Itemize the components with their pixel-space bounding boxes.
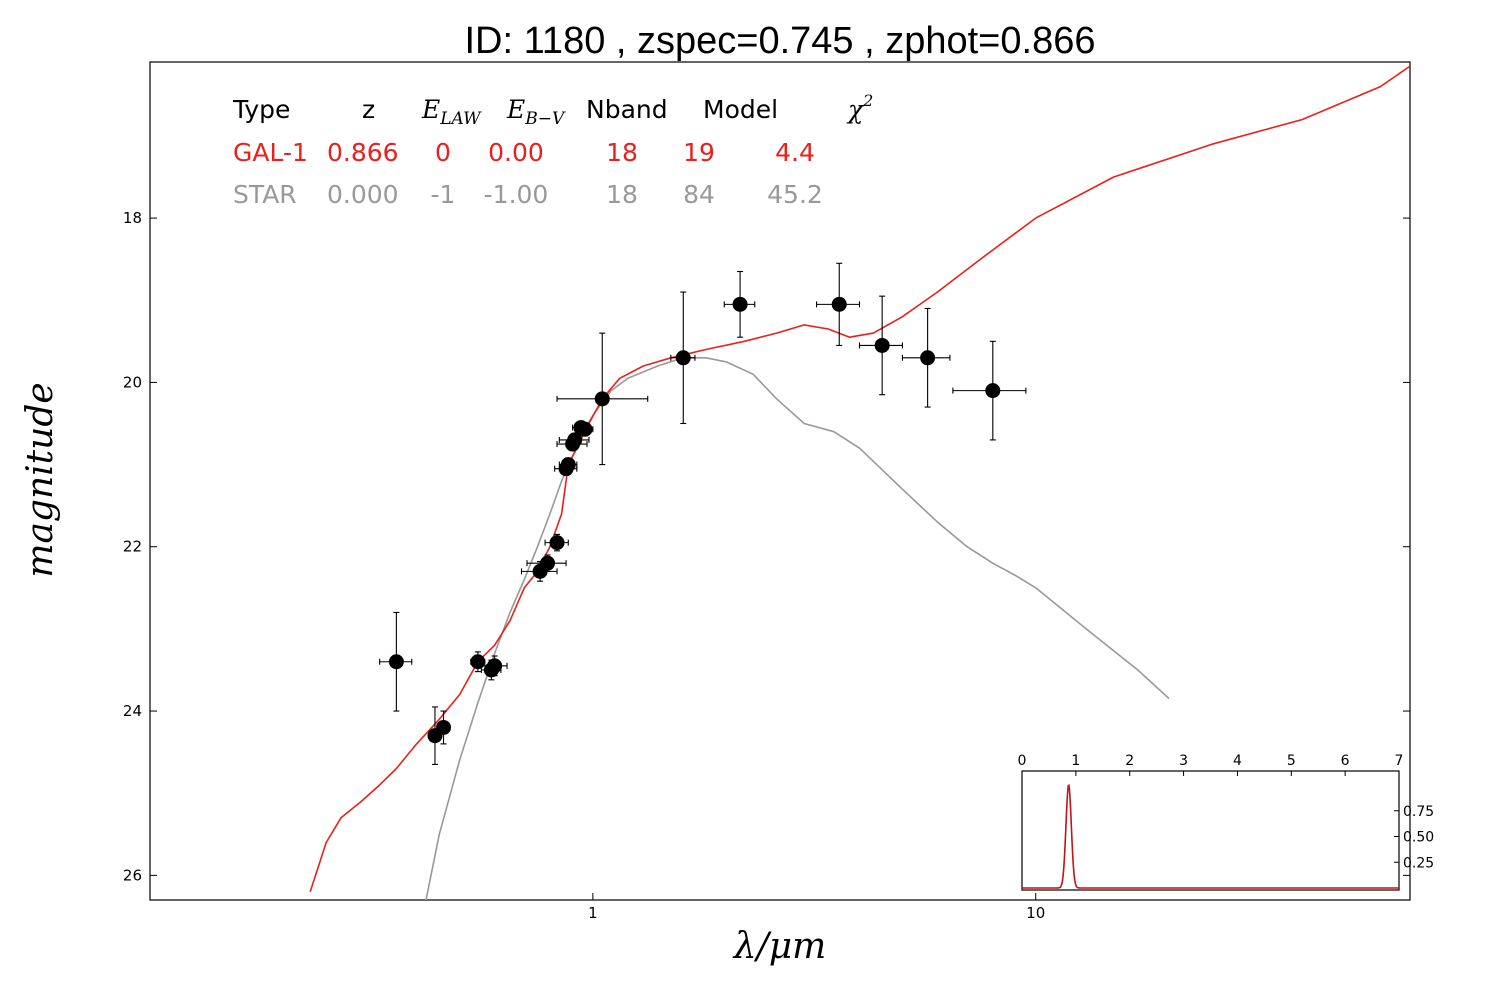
legend-cell-type: GAL-1 bbox=[233, 138, 308, 167]
legend-cell-nband: 18 bbox=[606, 180, 638, 209]
photometry-point bbox=[558, 457, 578, 473]
plot-frame bbox=[149, 61, 1411, 901]
inset-x-tick-label: 4 bbox=[1233, 753, 1242, 769]
inset-x-tick-label: 1 bbox=[1071, 753, 1080, 769]
y-axis-label: magnitude bbox=[20, 382, 61, 577]
photometry-points bbox=[379, 262, 1027, 765]
legend-header-nband: Nband bbox=[586, 95, 668, 124]
inset-pdf-curve bbox=[1022, 783, 1399, 889]
photometry-point bbox=[544, 533, 569, 552]
legend-cell-ebv: -1.00 bbox=[484, 180, 549, 209]
photometry-marker bbox=[594, 391, 610, 407]
inset-x-tick-label: 3 bbox=[1179, 753, 1188, 769]
photometry-point bbox=[901, 307, 951, 408]
photometry-point bbox=[576, 421, 594, 437]
photometry-marker bbox=[732, 296, 748, 312]
legend-header-ebv: EB−V bbox=[506, 95, 566, 129]
photometry-point bbox=[858, 295, 903, 396]
photometry-point bbox=[526, 554, 567, 572]
legend-cell-chi2: 45.2 bbox=[767, 180, 823, 209]
legend-rows: GAL-1 0.866 0 0.00 18 19 4.4 STAR 0.000 -1 -1.00 18… bbox=[233, 138, 823, 209]
photometry-point bbox=[723, 270, 756, 338]
legend-header-chi2-sup: 2 bbox=[862, 91, 873, 110]
x-axis-label: λ/μm bbox=[732, 926, 826, 967]
y-tick-label: 22 bbox=[123, 538, 142, 556]
inset-y-tick-label: 0.75 bbox=[1403, 804, 1434, 820]
photometry-point bbox=[670, 291, 696, 425]
photometry-point bbox=[952, 340, 1027, 441]
photometry-marker bbox=[560, 457, 576, 473]
inset-x-tick-label: 5 bbox=[1287, 753, 1296, 769]
photometry-point bbox=[558, 432, 590, 448]
photometry-marker bbox=[920, 350, 936, 366]
x-tick-label: 1 bbox=[588, 904, 598, 922]
photometry-point bbox=[470, 651, 486, 673]
inset-ticks: 0 1 2 3 4 5 6 7 0.25 0.50 0.75 bbox=[1018, 753, 1435, 871]
photometry-point bbox=[427, 706, 443, 765]
legend-table: Type z ELAW EB−V Nband Model χ2 GAL-1 0.8… bbox=[232, 91, 873, 209]
y-tick-label: 20 bbox=[123, 373, 142, 391]
photometry-marker bbox=[388, 654, 404, 670]
photometry-marker bbox=[487, 658, 503, 674]
legend-cell-elaw: 0 bbox=[435, 138, 451, 167]
photometry-point bbox=[816, 262, 861, 346]
legend-cell-z: 0.000 bbox=[327, 180, 399, 209]
photometry-point bbox=[480, 655, 508, 677]
photometry-marker bbox=[470, 654, 486, 670]
inset-x-tick-label: 7 bbox=[1395, 753, 1404, 769]
y-tick-label: 18 bbox=[123, 209, 142, 227]
photometry-marker bbox=[540, 555, 556, 571]
photometry-point bbox=[379, 611, 413, 712]
inset-y-tick-label: 0.25 bbox=[1403, 855, 1434, 871]
legend-header-type: Type bbox=[232, 95, 290, 124]
photometry-marker bbox=[436, 719, 452, 735]
photometry-marker bbox=[549, 535, 565, 551]
photometry-marker bbox=[831, 296, 847, 312]
inset-y-tick-label: 0.50 bbox=[1403, 830, 1434, 846]
x-axis-ticks: 1 10 bbox=[588, 893, 1045, 922]
legend-cell-z: 0.866 bbox=[327, 138, 399, 167]
inset-x-tick-label: 0 bbox=[1018, 753, 1027, 769]
legend-cell-nband: 18 bbox=[606, 138, 638, 167]
legend-header-ebv-sub: B−V bbox=[524, 109, 566, 129]
legend-cell-type: STAR bbox=[233, 180, 297, 209]
legend-header-z: z bbox=[362, 95, 375, 124]
chart-title: ID: 1180 , zspec=0.745 , zphot=0.866 bbox=[465, 20, 1096, 62]
inset-frame bbox=[1021, 770, 1400, 891]
legend-header-chi2: χ2 bbox=[846, 91, 873, 124]
photometry-marker bbox=[675, 350, 691, 366]
legend-cell-elaw: -1 bbox=[431, 180, 456, 209]
inset-x-tick-label: 2 bbox=[1125, 753, 1134, 769]
photometry-marker bbox=[874, 337, 890, 353]
inset-x-tick-label: 6 bbox=[1341, 753, 1350, 769]
legend-cell-ebv: 0.00 bbox=[488, 138, 544, 167]
legend-header-elaw-sub: LAW bbox=[439, 109, 482, 129]
inset-pdf: 0 1 2 3 4 5 6 7 0.25 0.50 0.75 bbox=[1018, 753, 1435, 891]
legend-header-elaw: ELAW bbox=[421, 95, 482, 129]
x-tick-label: 10 bbox=[1026, 904, 1045, 922]
photometry-point bbox=[436, 710, 452, 745]
legend-cell-chi2: 4.4 bbox=[775, 138, 815, 167]
photometry-marker bbox=[985, 383, 1001, 399]
photometry-marker bbox=[577, 421, 593, 437]
legend-cell-model: 19 bbox=[683, 138, 715, 167]
legend-header-model: Model bbox=[703, 95, 778, 124]
photometry-marker bbox=[567, 432, 583, 448]
y-tick-label: 26 bbox=[123, 866, 142, 884]
y-tick-label: 24 bbox=[123, 702, 142, 720]
legend-cell-model: 84 bbox=[683, 180, 715, 209]
series-gal-1-line bbox=[309, 65, 1410, 893]
photometry-point bbox=[556, 332, 649, 466]
